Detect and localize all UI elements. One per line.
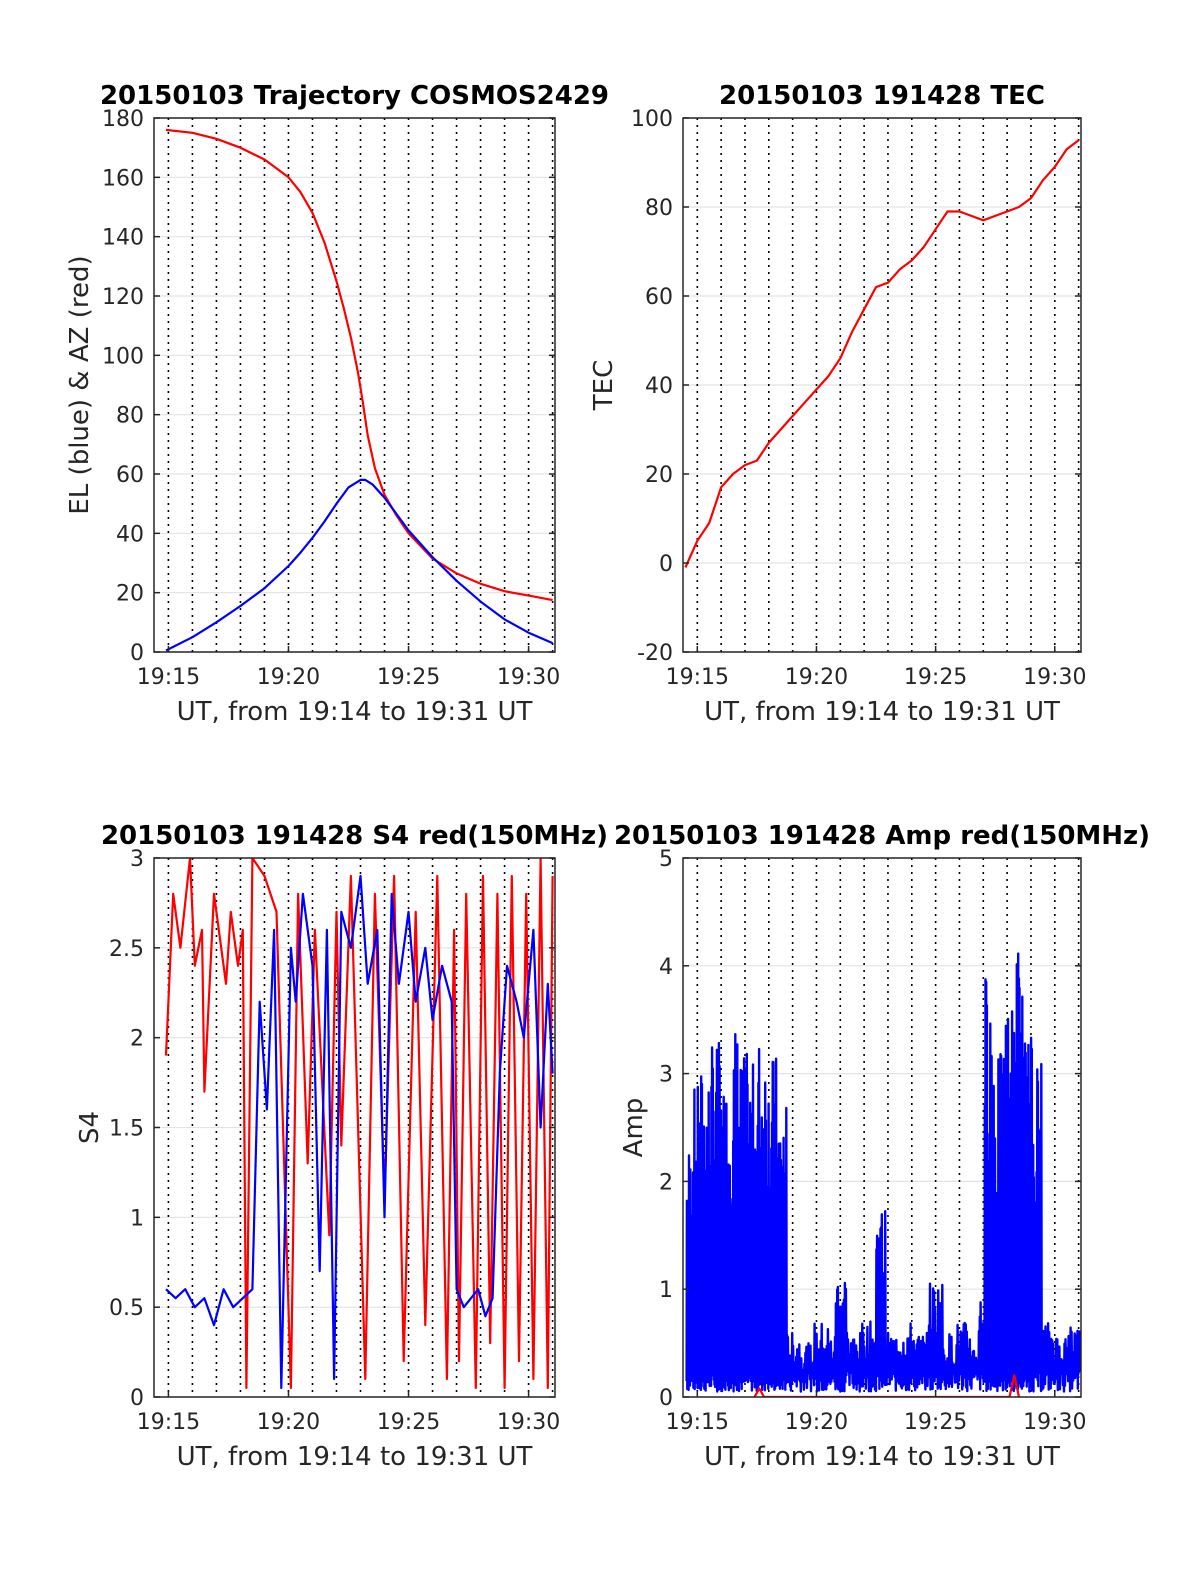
series-line-1 <box>685 952 1081 1393</box>
x-tick-label: 19:30 <box>1023 665 1086 690</box>
x-tick-label: 19:25 <box>904 1410 967 1435</box>
y-tick-label: 100 <box>631 107 673 132</box>
x-tick-label: 19:15 <box>666 665 729 690</box>
y-tick-label: 2.5 <box>109 937 144 962</box>
y-tick-label: 2 <box>659 1170 673 1195</box>
y-tick-label: -20 <box>637 641 673 666</box>
series-line-2 <box>165 478 554 652</box>
y-tick-label: 0.5 <box>109 1296 144 1321</box>
y-axis-label: EL (blue) & AZ (red) <box>65 255 95 514</box>
y-tick-label: 4 <box>659 955 673 980</box>
x-tick-label: 19:20 <box>785 1410 848 1435</box>
y-tick-label: 1 <box>659 1278 673 1303</box>
x-axis-label: UT, from 19:14 to 19:31 UT <box>704 697 1060 727</box>
chart-amp: 0 1 2 3 4 5 19:15 19:20 19:25 19:30 20150103 19142… <box>614 821 1150 1472</box>
y-tick-label: 2 <box>130 1027 144 1052</box>
x-axis-label: UT, from 19:14 to 19:31 UT <box>704 1442 1060 1472</box>
x-tick-label: 19:15 <box>137 1410 200 1435</box>
y-tick-label: 5 <box>659 847 673 872</box>
x-tick-label: 19:30 <box>497 665 560 690</box>
chart-title: 20150103 Trajectory COSMOS2429 <box>100 81 609 111</box>
y-tick-label: 40 <box>116 522 144 547</box>
x-tick-label: 19:30 <box>1023 1410 1086 1435</box>
series-line-2 <box>753 1374 1021 1397</box>
y-axis-label: Amp <box>619 1098 649 1158</box>
axes-box <box>153 117 556 653</box>
chart-title: 20150103 191428 TEC <box>719 81 1045 111</box>
x-tick-label: 19:20 <box>257 1410 320 1435</box>
series-group <box>685 952 1081 1397</box>
y-tick-label: 160 <box>102 166 144 191</box>
x-tick-label: 19:25 <box>904 665 967 690</box>
y-tick-label: 3 <box>130 847 144 872</box>
y-tick-label: 60 <box>645 285 673 310</box>
x-axis-label: UT, from 19:14 to 19:31 UT <box>177 1442 533 1472</box>
chart-title: 20150103 191428 S4 red(150MHz) <box>101 821 608 851</box>
x-axis-label: UT, from 19:14 to 19:31 UT <box>177 697 533 727</box>
x-tick-label: 19:25 <box>377 665 440 690</box>
y-tick-label: 20 <box>116 582 144 607</box>
x-tick-label: 19:25 <box>377 1410 440 1435</box>
y-tick-label: 1 <box>130 1206 144 1231</box>
series-line-2 <box>165 874 554 1390</box>
series-line-1 <box>684 139 1080 568</box>
series-line-1 <box>164 858 554 1390</box>
y-tick-label: 180 <box>102 107 144 132</box>
x-tick-label: 19:20 <box>785 665 848 690</box>
chart-s4: 0 0.5 1 1.5 2 2.5 3 19:15 19:20 19:25 19:30 2015010… <box>75 821 608 1472</box>
x-tick-label: 19:20 <box>257 665 320 690</box>
y-tick-label: 100 <box>102 344 144 369</box>
y-tick-label: 0 <box>130 1386 144 1411</box>
chart-title: 20150103 191428 Amp red(150MHz) <box>614 821 1150 851</box>
y-tick-label: 3 <box>659 1063 673 1088</box>
y-tick-label: 0 <box>130 641 144 666</box>
x-tick-label: 19:15 <box>666 1410 729 1435</box>
y-tick-label: 40 <box>645 374 673 399</box>
y-axis-label: S4 <box>75 1111 105 1144</box>
x-tick-label: 19:30 <box>497 1410 560 1435</box>
series-group <box>165 128 554 652</box>
x-tick-label: 19:15 <box>137 665 200 690</box>
y-tick-label: 20 <box>645 463 673 488</box>
plot-area <box>154 118 555 652</box>
series-group <box>684 139 1080 568</box>
chart-trajectory: 0 20 40 60 80 100 120 140 160 180 19:15 19:20 19:25 1… <box>65 81 609 727</box>
y-tick-label: 0 <box>659 552 673 577</box>
chart-tec: -20 0 20 40 60 80 100 19:15 19:20 19:25 19:30 20150… <box>589 81 1086 727</box>
y-tick-label: 0 <box>659 1386 673 1411</box>
axes-box <box>682 857 1082 1398</box>
y-tick-label: 60 <box>116 463 144 488</box>
y-tick-label: 140 <box>102 226 144 251</box>
y-tick-label: 80 <box>116 404 144 429</box>
y-axis-label: TEC <box>589 360 619 411</box>
y-tick-label: 1.5 <box>109 1117 144 1142</box>
y-tick-label: 120 <box>102 285 144 310</box>
series-line-1 <box>165 128 553 602</box>
y-tick-label: 80 <box>645 196 673 221</box>
series-group <box>164 858 554 1390</box>
